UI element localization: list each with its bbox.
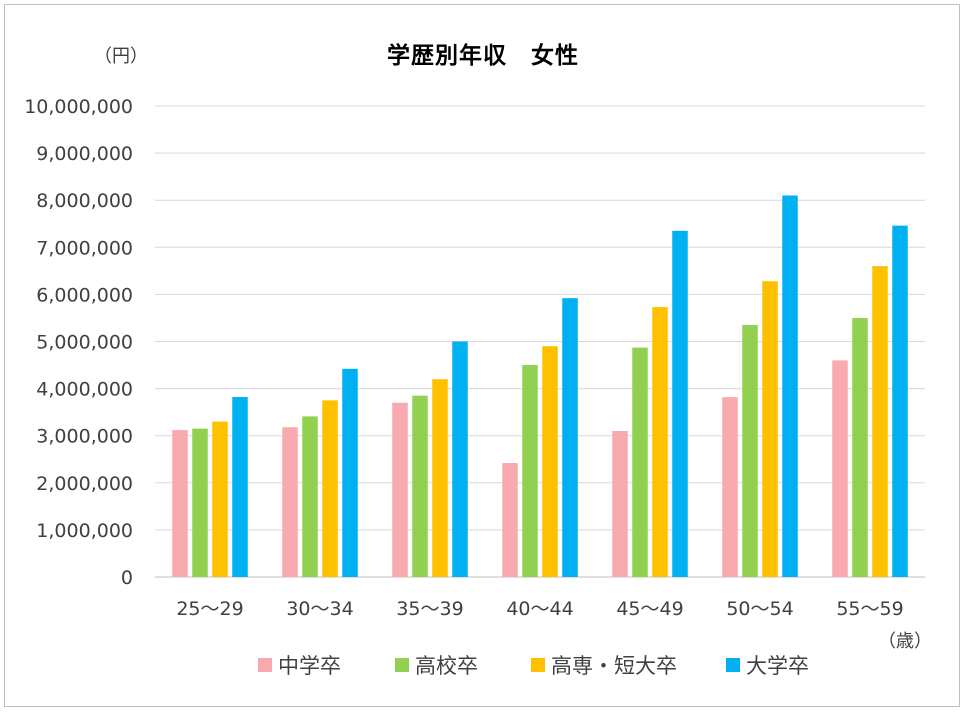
legend-item: 大学卒	[726, 650, 809, 680]
legend-label: 大学卒	[746, 654, 809, 678]
x-tick-label: 45～49	[616, 598, 683, 620]
x-tick-label: 40～44	[506, 598, 573, 620]
y-tick-label: 8,000,000	[36, 190, 133, 212]
bar	[392, 402, 408, 577]
legend-label: 中学卒	[278, 654, 341, 678]
x-tick-label: 50～54	[726, 598, 793, 620]
bar	[892, 225, 908, 577]
y-tick-label: 3,000,000	[36, 426, 133, 448]
x-tick-label: 55～59	[836, 598, 903, 620]
y-tick-label: 4,000,000	[36, 379, 133, 401]
bar	[742, 325, 758, 577]
y-tick-label: 9,000,000	[36, 143, 133, 165]
bar	[412, 395, 428, 577]
bar	[652, 307, 668, 577]
bar	[672, 230, 688, 577]
y-axis-unit-label: （円）	[94, 46, 148, 67]
legend-label: 高専・短大卒	[551, 654, 677, 678]
bar	[762, 281, 778, 577]
chart-legend: 中学卒 高校卒 高専・短大卒 大学卒	[0, 650, 966, 680]
legend-swatch	[395, 658, 409, 672]
bar	[782, 195, 798, 578]
legend-swatch	[531, 658, 545, 672]
bar	[432, 379, 448, 577]
y-tick-label: 0	[121, 567, 133, 589]
y-tick-label: 1,000,000	[36, 520, 133, 542]
legend-swatch	[726, 658, 740, 672]
y-tick-label: 2,000,000	[36, 473, 133, 495]
legend-item: 高校卒	[395, 650, 478, 680]
bar	[502, 463, 518, 577]
bar	[872, 266, 888, 577]
bar	[232, 397, 248, 577]
bar	[612, 430, 628, 577]
x-tick-label: 30～34	[286, 598, 353, 620]
bar	[632, 347, 648, 577]
x-tick-label: 35～39	[396, 598, 463, 620]
y-tick-label: 5,000,000	[36, 332, 133, 354]
bar	[282, 427, 298, 577]
chart-title: 学歴別年収 女性	[387, 43, 579, 69]
bar	[452, 341, 468, 577]
bar	[302, 416, 318, 577]
legend-item: 高専・短大卒	[531, 650, 677, 680]
bar	[852, 317, 868, 577]
bar	[562, 298, 578, 577]
y-tick-label: 6,000,000	[36, 284, 133, 306]
x-tick-label: 25～29	[176, 598, 243, 620]
bar	[172, 430, 188, 577]
chart-frame	[4, 4, 960, 707]
bar	[212, 421, 228, 577]
bar	[342, 368, 358, 577]
bar	[522, 365, 538, 577]
legend-item: 中学卒	[258, 650, 341, 680]
bar	[322, 400, 338, 577]
x-axis-unit-label: （歳）	[878, 631, 932, 652]
y-tick-label: 10,000,000	[24, 96, 133, 118]
bar	[832, 360, 848, 577]
y-tick-label: 7,000,000	[36, 237, 133, 259]
bar	[542, 346, 558, 577]
bar	[722, 397, 738, 577]
bar	[192, 428, 208, 577]
legend-swatch	[258, 658, 272, 672]
legend-label: 高校卒	[415, 654, 478, 678]
